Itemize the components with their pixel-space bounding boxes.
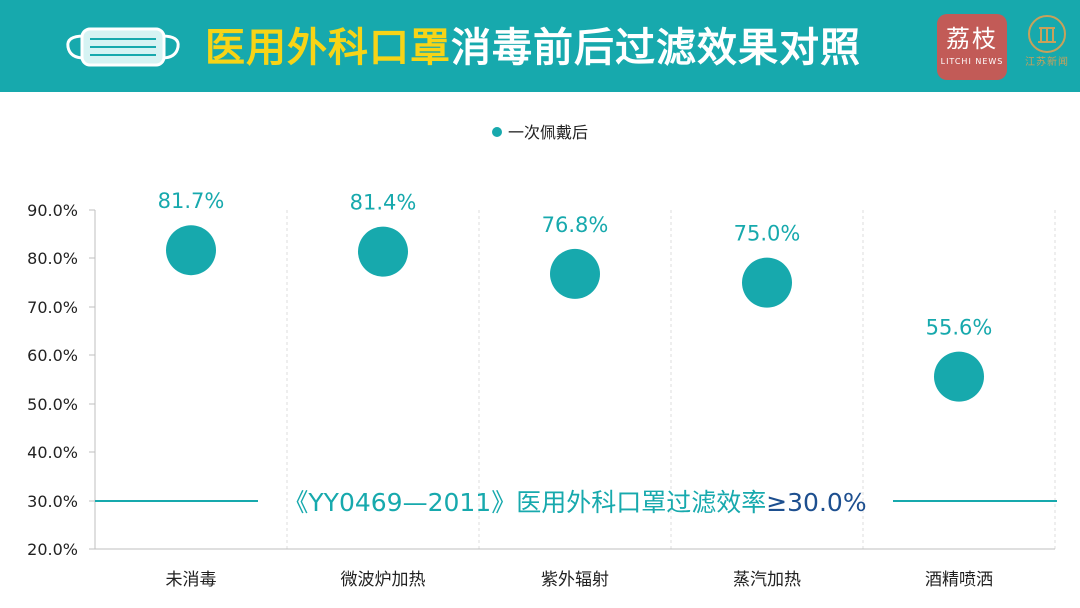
title-banner: 医用外科口罩消毒前后过滤效果对照 荔枝 LITCHI NEWS 江苏新闻 — [0, 0, 1080, 92]
legend-marker — [491, 127, 502, 137]
jiangsu-news-logo: 江苏新闻 — [1018, 14, 1076, 80]
y-tick-label: 30.0% — [27, 492, 78, 511]
reference-label-value: ≥30.0% — [766, 488, 866, 517]
y-tick-label: 40.0% — [27, 443, 78, 462]
y-tick-label: 80.0% — [27, 249, 78, 268]
y-tick-label: 20.0% — [27, 540, 78, 559]
y-tick-label: 50.0% — [27, 395, 78, 414]
x-tick-label: 未消毒 — [166, 570, 217, 590]
logo-cn-text: 荔枝 — [946, 25, 998, 53]
data-label: 81.4% — [350, 191, 417, 215]
reference-label: 《YY0469—2011》医用外科口罩过滤效率≥30.0% — [283, 488, 866, 517]
reference-standard: 《YY0469—2011》医用外科口罩过滤效率≥30.0% — [95, 488, 1057, 517]
seal-icon — [1028, 15, 1066, 53]
data-labels: 81.7% 81.4% 76.8% 75.0% 55.6% — [158, 189, 993, 339]
data-label: 55.6% — [926, 316, 993, 340]
data-point — [934, 351, 984, 402]
data-label: 81.7% — [158, 189, 225, 213]
x-tick-label: 微波炉加热 — [341, 570, 426, 590]
logo2-text: 江苏新闻 — [1025, 57, 1069, 68]
data-point — [358, 226, 408, 277]
data-label: 76.8% — [542, 213, 609, 237]
y-tick-label: 90.0% — [27, 201, 78, 220]
y-tick-marks — [89, 209, 95, 550]
reference-label-text: 《YY0469—2011》医用外科口罩过滤效率 — [283, 488, 766, 517]
data-label: 75.0% — [734, 222, 801, 246]
x-ticks: 未消毒 微波炉加热 紫外辐射 蒸汽加热 酒精喷洒 — [166, 570, 994, 590]
legend-label: 一次佩戴后 — [507, 123, 588, 142]
face-mask-icon — [66, 27, 180, 67]
data-point — [550, 248, 600, 299]
chart-legend: 一次佩戴后 — [0, 122, 1080, 144]
litchi-news-logo: 荔枝 LITCHI NEWS — [937, 14, 1007, 80]
x-tick-label: 酒精喷洒 — [925, 570, 993, 590]
title-rest: 消毒前后过滤效果对照 — [451, 25, 861, 71]
x-tick-label: 蒸汽加热 — [733, 570, 801, 590]
grid-lines — [286, 210, 1056, 549]
title-highlight: 医用外科口罩 — [205, 25, 451, 71]
y-tick-label: 60.0% — [27, 346, 78, 365]
data-points — [166, 225, 984, 402]
x-tick-label: 紫外辐射 — [541, 570, 609, 590]
y-tick-label: 70.0% — [27, 298, 78, 317]
data-point — [166, 225, 216, 276]
y-ticks: 20.0% 30.0% 40.0% 50.0% 60.0% 70.0% 80.0… — [27, 201, 78, 559]
page-title: 医用外科口罩消毒前后过滤效果对照 — [205, 20, 861, 76]
data-point — [742, 257, 792, 308]
logo-en-text: LITCHI NEWS — [940, 57, 1004, 66]
